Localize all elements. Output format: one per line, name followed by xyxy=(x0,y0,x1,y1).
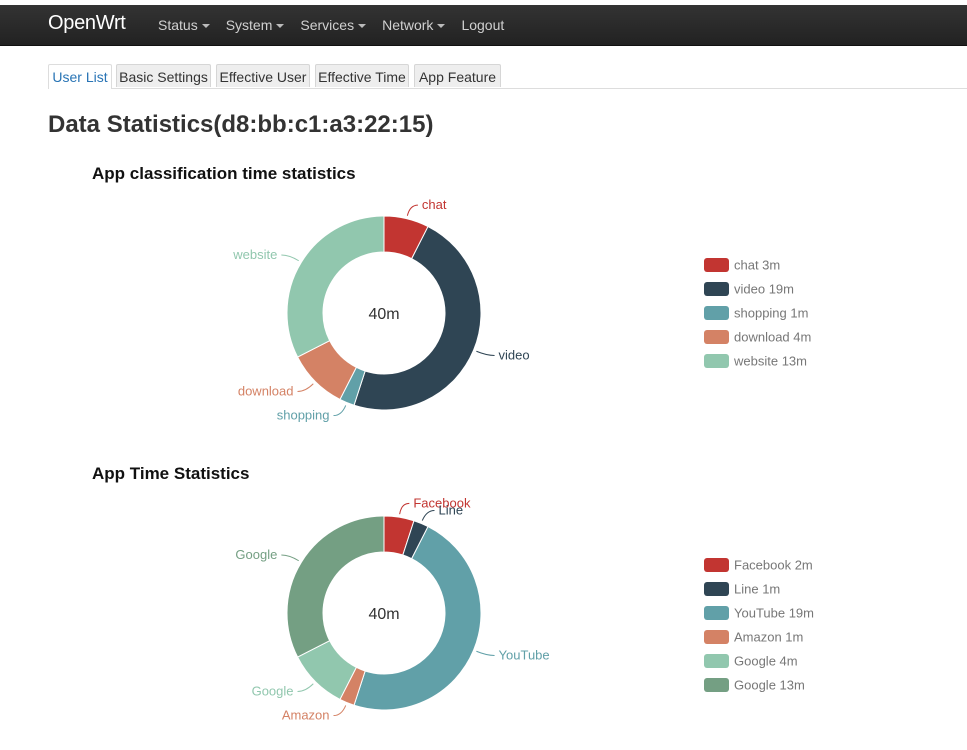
chevron-down-icon xyxy=(276,24,285,29)
slice-label-youtube: YouTube xyxy=(499,647,550,662)
top-navbar: OpenWrt Status System Services Network L… xyxy=(0,5,967,46)
main-menu: Status System Services Network Logout xyxy=(150,5,512,45)
legend-item-shopping[interactable]: shopping 1m xyxy=(734,306,808,321)
nav-network[interactable]: Network xyxy=(374,5,453,45)
slice-label-video: video xyxy=(499,347,530,362)
tab-basic-settings[interactable]: Basic Settings xyxy=(116,64,211,87)
pie-slice-website[interactable] xyxy=(286,215,385,358)
page-title: Data Statistics(d8:bb:c1:a3:22:15) xyxy=(48,111,434,138)
label-leader-line xyxy=(281,554,299,562)
slice-label-chat: chat xyxy=(422,197,447,212)
tab-effective-time[interactable]: Effective Time xyxy=(315,64,409,87)
chevron-down-icon xyxy=(358,24,367,29)
legend-swatch[interactable] xyxy=(704,258,729,272)
legend-item-video[interactable]: video 19m xyxy=(734,282,794,297)
nav-services-label: Services xyxy=(300,17,355,33)
label-leader-line xyxy=(297,383,314,392)
legend-swatch[interactable] xyxy=(704,606,729,620)
nav-status-label: Status xyxy=(158,17,198,33)
legend-item-line[interactable]: Line 1m xyxy=(734,582,780,597)
slice-label-shopping: shopping xyxy=(277,408,330,423)
slice-label-facebook: Facebook xyxy=(413,495,471,510)
chart-title-classification: App classification time statistics xyxy=(92,164,356,183)
legend-swatch[interactable] xyxy=(704,582,729,596)
legend-item-youtube[interactable]: YouTube 19m xyxy=(734,606,814,621)
slice-label-google: Google xyxy=(235,547,277,562)
slice-label-download: download xyxy=(238,383,294,398)
legend-swatch[interactable] xyxy=(704,630,729,644)
label-leader-line xyxy=(333,405,347,417)
nav-logout[interactable]: Logout xyxy=(453,5,512,45)
tab-user-list[interactable]: User List xyxy=(48,64,112,89)
slice-label-amazon: Amazon xyxy=(282,708,330,723)
nav-services[interactable]: Services xyxy=(292,5,374,45)
chart-title-app-time: App Time Statistics xyxy=(92,464,250,483)
slice-label-google: Google xyxy=(252,683,294,698)
label-leader-line xyxy=(476,350,495,356)
label-leader-line xyxy=(421,509,435,521)
legend-swatch[interactable] xyxy=(704,306,729,320)
label-leader-line xyxy=(476,650,495,656)
legend-item-amazon[interactable]: Amazon 1m xyxy=(734,630,803,645)
legend-item-chat[interactable]: chat 3m xyxy=(734,258,780,273)
pie-slice-youtube[interactable] xyxy=(353,525,482,711)
nav-network-label: Network xyxy=(382,17,434,33)
label-leader-line xyxy=(281,254,299,262)
slice-label-website: website xyxy=(232,247,277,262)
chevron-down-icon xyxy=(201,24,210,29)
tab-bar: User List Basic Settings Effective User … xyxy=(48,64,967,89)
legend-item-facebook[interactable]: Facebook 2m xyxy=(734,558,813,573)
pie-slice-video[interactable] xyxy=(353,225,482,411)
nav-system[interactable]: System xyxy=(218,5,293,45)
legend-item-download[interactable]: download 4m xyxy=(734,330,811,345)
legend-swatch[interactable] xyxy=(704,558,729,572)
label-leader-line xyxy=(399,502,410,515)
donut-center-total: 40m xyxy=(368,606,399,623)
brand-logo[interactable]: OpenWrt xyxy=(48,12,126,34)
legend-swatch[interactable] xyxy=(704,678,729,692)
legend-item-google[interactable]: Google 4m xyxy=(734,654,798,669)
nav-status[interactable]: Status xyxy=(150,5,218,45)
chart-app-classification: chat video shopping download website 40m chat … xyxy=(232,197,811,423)
label-leader-line xyxy=(297,683,314,692)
label-leader-line xyxy=(406,204,418,216)
slice-label-line: Line xyxy=(438,502,463,517)
pie-slice-google[interactable] xyxy=(286,515,385,658)
nav-system-label: System xyxy=(225,17,273,33)
top-strip xyxy=(0,0,967,5)
tab-app-feature[interactable]: App Feature xyxy=(414,64,501,87)
legend-swatch[interactable] xyxy=(704,354,729,368)
tab-effective-user[interactable]: Effective User xyxy=(216,64,310,87)
legend-item-google[interactable]: Google 13m xyxy=(734,678,805,693)
chevron-down-icon xyxy=(437,24,446,29)
label-leader-line xyxy=(333,705,347,717)
legend-swatch[interactable] xyxy=(704,282,729,296)
legend-swatch[interactable] xyxy=(704,654,729,668)
donut-center-total: 40m xyxy=(368,306,399,323)
legend-swatch[interactable] xyxy=(704,330,729,344)
legend-item-website[interactable]: website 13m xyxy=(733,354,807,369)
nav-logout-label: Logout xyxy=(461,17,505,33)
